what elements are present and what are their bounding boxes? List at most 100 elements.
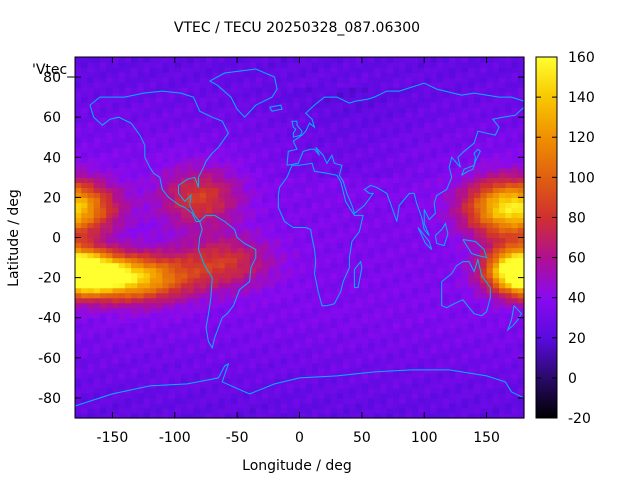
heatmap-cell bbox=[355, 327, 363, 334]
heatmap-cell bbox=[430, 77, 438, 83]
heatmap-cell bbox=[187, 367, 195, 374]
heatmap-cell bbox=[156, 142, 163, 148]
heatmap-cell bbox=[137, 142, 145, 148]
heatmap-cell bbox=[455, 147, 463, 153]
heatmap-cell bbox=[81, 387, 89, 394]
heatmap-cell bbox=[393, 327, 400, 334]
heatmap-cell bbox=[237, 362, 244, 369]
heatmap-cell bbox=[181, 332, 188, 339]
heatmap-cell bbox=[467, 392, 475, 399]
heatmap-cell bbox=[224, 307, 232, 314]
heatmap-cell bbox=[287, 152, 294, 158]
heatmap-cell bbox=[181, 182, 188, 188]
heatmap-cell bbox=[237, 207, 244, 214]
heatmap-cell bbox=[374, 187, 382, 193]
heatmap-cell bbox=[486, 317, 494, 324]
heatmap-cell bbox=[374, 82, 382, 88]
heatmap-cell bbox=[399, 317, 407, 324]
heatmap-cell bbox=[268, 267, 276, 274]
heatmap-cell bbox=[405, 357, 413, 364]
heatmap-cell bbox=[181, 367, 188, 374]
heatmap-cell bbox=[124, 282, 132, 289]
heatmap-cell bbox=[174, 217, 182, 224]
heatmap-cell bbox=[199, 252, 207, 259]
heatmap-cell bbox=[393, 277, 400, 284]
heatmap-cell bbox=[374, 302, 382, 309]
heatmap-cell bbox=[162, 242, 170, 249]
heatmap-cell bbox=[187, 177, 195, 183]
heatmap-cell bbox=[287, 372, 294, 379]
heatmap-cell bbox=[455, 142, 463, 148]
heatmap-cell bbox=[449, 342, 457, 349]
heatmap-cell bbox=[137, 227, 145, 234]
heatmap-cell bbox=[405, 247, 413, 254]
heatmap-cell bbox=[224, 192, 232, 198]
heatmap-cell bbox=[268, 122, 276, 128]
heatmap-cell bbox=[361, 287, 369, 294]
heatmap-cell bbox=[411, 202, 419, 209]
heatmap-cell bbox=[442, 287, 450, 294]
heatmap-cell bbox=[405, 177, 413, 183]
heatmap-cell bbox=[181, 252, 188, 259]
heatmap-cell bbox=[255, 87, 263, 93]
heatmap-cell bbox=[411, 252, 419, 259]
heatmap-cell bbox=[187, 187, 195, 193]
heatmap-cell bbox=[243, 107, 251, 113]
heatmap-cell bbox=[517, 212, 525, 219]
heatmap-cell bbox=[311, 197, 319, 203]
heatmap-cell bbox=[205, 162, 213, 168]
heatmap-cell bbox=[467, 412, 475, 419]
heatmap-cell bbox=[249, 262, 257, 269]
heatmap-cell bbox=[486, 172, 494, 178]
heatmap-cell bbox=[461, 267, 469, 274]
heatmap-cell bbox=[492, 347, 500, 354]
heatmap-cell bbox=[380, 262, 388, 269]
heatmap-cell bbox=[505, 112, 513, 118]
heatmap-cell bbox=[143, 262, 151, 269]
heatmap-cell bbox=[318, 147, 326, 153]
heatmap-cell bbox=[461, 357, 469, 364]
heatmap-cell bbox=[124, 232, 132, 239]
heatmap-cell bbox=[118, 112, 126, 118]
heatmap-cell bbox=[181, 392, 188, 399]
heatmap-cell bbox=[149, 147, 157, 153]
heatmap-cell bbox=[199, 412, 207, 419]
heatmap-cell bbox=[143, 102, 151, 108]
heatmap-cell bbox=[81, 167, 89, 173]
heatmap-cell bbox=[168, 147, 176, 153]
heatmap-cell bbox=[330, 252, 338, 259]
heatmap-cell bbox=[517, 332, 525, 339]
heatmap-cell bbox=[131, 412, 138, 419]
heatmap-cell bbox=[193, 122, 201, 128]
heatmap-cell bbox=[305, 137, 313, 143]
heatmap-cell bbox=[212, 112, 220, 118]
heatmap-cell bbox=[299, 82, 307, 88]
heatmap-cell bbox=[436, 217, 444, 224]
heatmap-cell bbox=[505, 332, 513, 339]
heatmap-cell bbox=[311, 397, 319, 404]
heatmap-cell bbox=[417, 322, 425, 329]
heatmap-cell bbox=[124, 82, 132, 88]
heatmap-cell bbox=[386, 187, 394, 193]
heatmap-cell bbox=[118, 157, 126, 163]
heatmap-cell bbox=[517, 152, 525, 158]
heatmap-cell bbox=[417, 237, 425, 244]
heatmap-cell bbox=[505, 87, 513, 93]
heatmap-cell bbox=[442, 312, 450, 319]
heatmap-cell bbox=[511, 342, 519, 349]
heatmap-cell bbox=[318, 367, 326, 374]
heatmap-cell bbox=[311, 292, 319, 299]
heatmap-cell bbox=[492, 232, 500, 239]
heatmap-cell bbox=[399, 387, 407, 394]
heatmap-cell bbox=[212, 232, 220, 239]
heatmap-cell bbox=[137, 92, 145, 98]
heatmap-cell bbox=[287, 112, 294, 118]
heatmap-cell bbox=[212, 197, 220, 203]
heatmap-cell bbox=[405, 182, 413, 188]
heatmap-cell bbox=[287, 347, 294, 354]
heatmap-cell bbox=[361, 317, 369, 324]
heatmap-cell bbox=[417, 367, 425, 374]
heatmap-cell bbox=[305, 302, 313, 309]
heatmap-cell bbox=[467, 222, 475, 229]
heatmap-cell bbox=[280, 72, 288, 78]
